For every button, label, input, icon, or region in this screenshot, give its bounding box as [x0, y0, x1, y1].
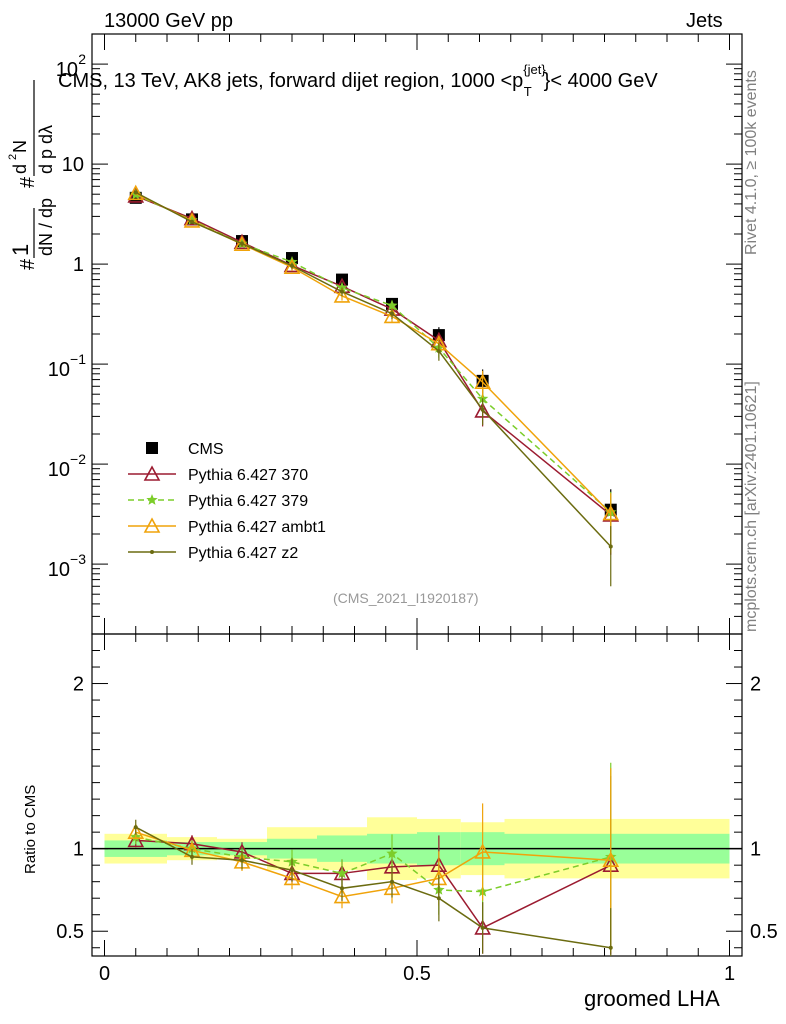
main-y-tick-exponent: 2: [78, 51, 86, 67]
ratio-marker-ambt1: [602, 851, 620, 868]
analysis-tag: (CMS_2021_I1920187): [333, 590, 479, 606]
main-y-tick-label: 1: [73, 254, 84, 276]
main-y-tick-label: 10: [48, 459, 70, 481]
ratio-y-tick-label-right: 1: [750, 839, 761, 861]
legend-marker-p370: [143, 465, 161, 481]
legend: CMS Pythia 6.427 370 Pythia 6.427 379 Pythi…: [128, 441, 326, 562]
plot-title-sup: {jet}: [523, 62, 546, 77]
main-marker-ambt1: [474, 373, 491, 389]
main-marker-z2: [608, 544, 613, 549]
svg-text:#: #: [17, 258, 39, 270]
ratio-y-tick-label: 2: [73, 674, 84, 696]
ratio-y-tick-label-right: 2: [750, 674, 761, 696]
svg-text:d p dλ: d p dλ: [36, 125, 56, 174]
ratio-marker-z2: [290, 868, 294, 873]
main-y-tick-exponent: −2: [70, 451, 86, 467]
ratio-marker-z2: [436, 896, 441, 901]
legend-marker-z2: [150, 550, 154, 554]
ratio-y-axis-label: Ratio to CMS: [22, 784, 39, 874]
main-y-tick-label: 10: [62, 154, 84, 176]
ratio-marker-z2: [390, 879, 394, 884]
ratio-y-tick-label: 0.5: [56, 921, 84, 943]
main-marker-p379: [386, 299, 398, 311]
svg-text:N: N: [10, 140, 30, 153]
ratio-marker-z2: [608, 945, 613, 950]
ratio-marker-ambt1: [333, 887, 351, 904]
svg-text:2: 2: [7, 154, 19, 160]
rivet-version: Rivet 4.1.0, ≥ 100k events: [743, 70, 760, 255]
ratio-y-tick-label: 1: [73, 839, 84, 861]
x-axis-label: groomed LHA: [584, 986, 720, 1011]
legend-label-ambt1: Pythia 6.427 ambt1: [188, 519, 326, 536]
legend-label-p370: Pythia 6.427 370: [188, 467, 308, 484]
main-marker-z2: [133, 190, 138, 195]
ratio-marker-p370: [127, 831, 145, 848]
data-series: [127, 184, 620, 956]
ratio-marker-z2: [340, 886, 344, 891]
legend-marker-cms: [146, 442, 158, 454]
header-left: 13000 GeV pp: [104, 10, 233, 32]
main-marker-ambt1: [602, 504, 620, 521]
ratio-marker-z2: [133, 825, 138, 830]
ratio-y-tick-label-right: 0.5: [750, 921, 778, 943]
plot-title-sub: T: [523, 84, 532, 99]
main-marker-p379: [476, 392, 489, 404]
main-y-tick-exponent: −3: [70, 551, 86, 567]
main-marker-ambt1: [233, 235, 251, 252]
ratio-marker-ambt1: [474, 843, 491, 859]
ratio-marker-p379: [336, 867, 348, 879]
legend-label-z2: Pythia 6.427 z2: [188, 545, 298, 562]
x-tick-label: 0: [99, 963, 110, 985]
ratio-frame: [91, 633, 743, 957]
svg-text:#: #: [17, 176, 39, 188]
ratio-marker-ambt1: [127, 823, 145, 839]
x-tick-label: 0.5: [403, 963, 431, 985]
main-marker-p379: [336, 281, 348, 293]
main-marker-ambt1: [283, 258, 301, 275]
main-y-tick-label: 10: [56, 59, 78, 81]
legend-marker-p379: [146, 494, 158, 505]
main-marker-p370: [183, 209, 201, 226]
main-y-tick-label: 10: [48, 559, 70, 581]
main-marker-z2: [340, 289, 344, 294]
svg-text:d: d: [10, 164, 30, 174]
plot-title-end: }< 4000 GeV: [543, 70, 658, 92]
main-line-p379: [135, 193, 612, 513]
legend-marker-ambt1: [143, 517, 161, 533]
legend-label-p379: Pythia 6.427 379: [188, 493, 308, 510]
main-line-ambt1: [135, 192, 612, 515]
main-marker-z2: [480, 407, 485, 412]
svg-text:1: 1: [8, 244, 33, 256]
main-y-tick-label: 10: [48, 359, 70, 381]
plot-title-main: CMS, 13 TeV, AK8 jets, forward dijet reg…: [58, 70, 524, 92]
ratio-marker-z2: [480, 925, 485, 930]
ratio-line-p379: [135, 836, 611, 893]
x-tick-label: 1: [724, 963, 735, 985]
header-right: Jets: [686, 10, 723, 32]
mcplots-credit: mcplots.cern.ch [arXiv:2401.10621]: [743, 381, 760, 632]
main-marker-z2: [436, 349, 441, 354]
main-marker-ambt1: [333, 287, 351, 303]
main-marker-z2: [240, 241, 244, 246]
main-marker-z2: [190, 219, 194, 224]
ratio-marker-z2: [190, 854, 194, 859]
main-y-tick-exponent: −1: [70, 351, 86, 367]
plot-title: CMS, 13 TeV, AK8 jets, forward dijet reg…: [58, 62, 658, 99]
main-marker-z2: [390, 311, 394, 316]
legend-label-cms: CMS: [188, 441, 224, 458]
ratio-marker-z2: [240, 858, 244, 863]
svg-text:dN / dp: dN / dp: [36, 198, 56, 256]
ratio-marker-p379: [386, 847, 398, 859]
main-y-axis-label: # 1 dN / dp # d 2 N d p dλ: [7, 80, 56, 270]
main-marker-z2: [290, 263, 294, 268]
main-marker-ambt1: [127, 184, 145, 201]
ratio-marker-ambt1: [283, 869, 301, 886]
